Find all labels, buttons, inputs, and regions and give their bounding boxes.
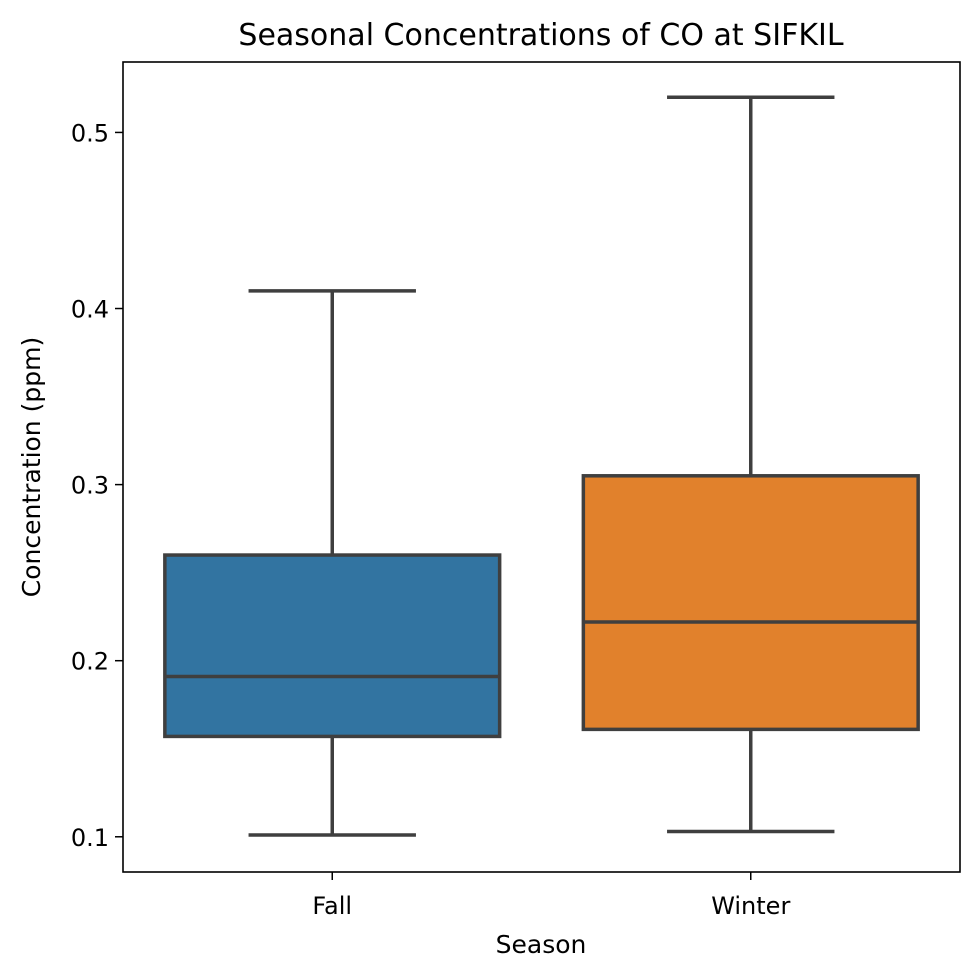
plot-area: Fall Winter 0.1 0.2 0.3 0.4 0.5 — [71, 61, 961, 920]
box-winter — [581, 474, 920, 732]
y-axis-label: Concentration (ppm) — [17, 337, 46, 597]
y-tick-label: 0.3 — [71, 472, 109, 500]
y-tick-label: 0.1 — [71, 824, 109, 852]
chart-title: Seasonal Concentrations of CO at SIFKIL — [238, 18, 843, 53]
x-tick-label-winter: Winter — [711, 892, 790, 920]
y-tick-label: 0.2 — [71, 648, 109, 676]
box-fall — [163, 553, 502, 739]
y-tick-label: 0.5 — [71, 119, 109, 147]
y-tick-label: 0.4 — [71, 296, 109, 324]
x-tick-label-fall: Fall — [312, 892, 352, 920]
plot-frame — [122, 61, 961, 873]
x-axis-label: Season — [496, 930, 587, 959]
